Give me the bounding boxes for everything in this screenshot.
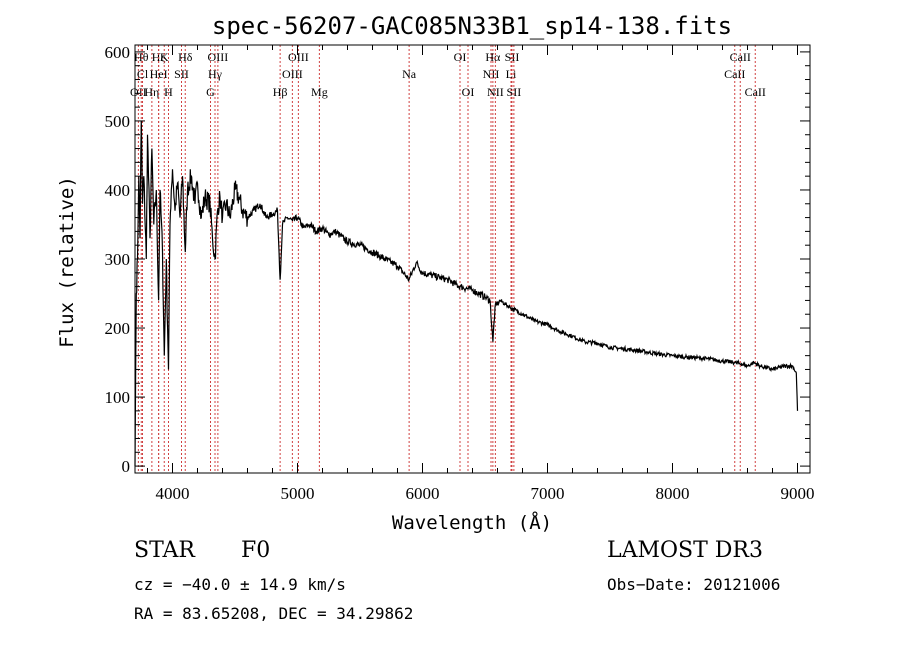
marker-label: Hα [485,50,501,64]
x-tick-label: 9000 [781,484,815,503]
observation-date: Obs−Date: 20121006 [607,575,781,594]
y-tick-label: 400 [105,181,131,200]
marker-label: G [206,85,215,99]
y-tick-label: 200 [105,319,131,338]
marker-label: CaII [745,85,766,99]
marker-label: NII [483,67,500,81]
spectrum-line [134,120,799,467]
marker-label: SII [174,67,189,81]
marker-label: CaII [730,50,751,64]
marker-label: SII [505,50,520,64]
x-tick-label: 7000 [531,484,565,503]
plot-frame [134,44,811,474]
marker-label: Hη [144,85,159,99]
redshift-velocity: cz = −40.0 ± 14.9 km/s [134,575,346,594]
marker-label: OIII [282,67,303,81]
marker-label: Mg [311,85,328,99]
y-tick-label: 500 [105,112,131,131]
marker-label: Cl [137,67,149,81]
marker-label: HeI [150,67,168,81]
marker-label: SII [507,85,522,99]
object-subclass: F0 [241,538,271,563]
marker-label: Hθ [134,50,149,64]
y-tick-label: 0 [122,457,131,476]
marker-label: Li [506,67,517,81]
coordinates: RA = 83.65208, DEC = 34.29862 [134,604,414,623]
object-class: STAR [134,538,195,563]
marker-label: Hδ [178,50,193,64]
marker-label: CaII [724,67,745,81]
y-tick-label: 300 [105,250,131,269]
marker-label: K [160,50,169,64]
marker-label: Hβ [273,85,288,99]
marker-label: OI [462,85,475,99]
marker-label: Hγ [208,67,223,81]
axes: 4000 5000 6000 7000 8000 9000 0 100 200 300 400 500… [105,43,815,503]
x-tick-label: 5000 [281,484,315,503]
marker-label: OI [454,50,467,64]
marker-label: OII [130,85,147,99]
survey-name: LAMOST DR3 [607,538,763,563]
y-tick-label: 100 [105,388,131,407]
chart-title: spec-56207-GAC085N33B1_sp14-138.fits [212,12,732,40]
x-tick-label: 6000 [406,484,440,503]
y-axis-label: Flux (relative) [56,176,78,348]
x-tick-label: 8000 [656,484,690,503]
marker-label: OIII [288,50,309,64]
y-tick-label: 600 [105,43,131,62]
marker-label: NII [487,85,504,99]
marker-label: OIII [208,50,229,64]
marker-label: Na [402,67,417,81]
x-tick-label: 4000 [156,484,190,503]
x-axis-label: Wavelength (Å) [392,511,552,534]
marker-label: H [164,85,173,99]
line-markers: OIIHθHηClHζHeIKHSIIHδGHγOIIIHβOIIIOIIIMg… [130,45,766,473]
